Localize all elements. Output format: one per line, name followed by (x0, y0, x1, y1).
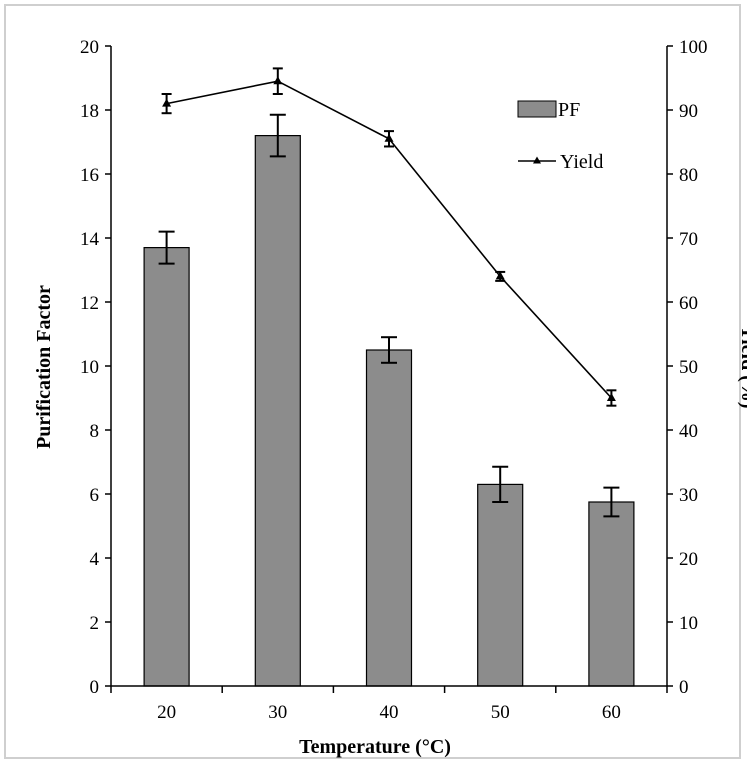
legend-marker-yield (533, 156, 541, 164)
y2-tick-label-20: 20 (679, 549, 698, 570)
errorbar-pf-60 (603, 486, 620, 518)
x-tick-label-50: 50 (491, 702, 510, 723)
yield-marker-20 (162, 98, 172, 107)
x-tick-label-60: 60 (602, 702, 621, 723)
bar-pf-20 (143, 247, 190, 687)
y2-tick-label-10: 10 (679, 613, 698, 634)
bar-pf-40 (365, 349, 413, 687)
yield-line-layer (161, 67, 617, 407)
y-tick-label-20: 20 (80, 37, 99, 58)
legend-label-pf: PF (558, 99, 580, 121)
y2-axis-title: Yield (%) (737, 325, 747, 408)
y2-tick-label-30: 30 (679, 485, 698, 506)
bars-layer (143, 113, 635, 687)
y2-tick-label-80: 80 (679, 165, 698, 186)
legend-swatch-pf (517, 100, 557, 118)
bar-pf-50 (477, 483, 524, 687)
y2-tick-label-50: 50 (679, 357, 698, 378)
legend-label-yield: Yield (560, 151, 603, 173)
legend: PF Yield (517, 99, 603, 173)
errorbar-pf-30 (269, 113, 286, 158)
x-tick-label-40: 40 (380, 702, 399, 723)
y2-tick-label-0: 0 (679, 677, 689, 698)
axes-layer: 0 2 4 6 8 10 12 14 16 18 20 0 10 20 30 40 50 60 70 80 90 100 2… (80, 37, 708, 723)
errorbar-pf-40 (381, 336, 397, 364)
y2-tick-label-90: 90 (679, 101, 698, 122)
errorbar-pf-20 (158, 230, 175, 265)
y2-tick-label-60: 60 (679, 293, 698, 314)
yield-marker-60 (606, 393, 616, 401)
y-tick-label-0: 0 (90, 677, 100, 698)
x-axis-title: Temperature (°C) (299, 736, 451, 758)
yield-marker-50 (495, 271, 505, 280)
y-tick-label-16: 16 (80, 165, 99, 186)
y-tick-label-4: 4 (90, 549, 100, 570)
y-tick-label-18: 18 (80, 101, 99, 122)
bar-pf-60 (588, 501, 635, 687)
y-tick-label-8: 8 (90, 421, 100, 442)
y2-tick-label-70: 70 (679, 229, 698, 250)
y2-tick-label-40: 40 (679, 421, 698, 442)
y-tick-label-12: 12 (80, 293, 99, 314)
y2-tick-label-100: 100 (679, 37, 708, 58)
y-tick-label-2: 2 (90, 613, 100, 634)
y-tick-label-10: 10 (80, 357, 99, 378)
yield-marker-30 (273, 76, 283, 85)
x-tick-label-30: 30 (268, 702, 287, 723)
y-tick-label-6: 6 (90, 485, 100, 506)
x-tick-label-20: 20 (157, 702, 176, 723)
y-tick-label-14: 14 (80, 229, 100, 250)
errorbar-pf-50 (492, 465, 509, 503)
y-axis-title: Purification Factor (33, 285, 55, 449)
bar-pf-30 (254, 135, 301, 687)
yield-marker-40 (384, 133, 394, 142)
